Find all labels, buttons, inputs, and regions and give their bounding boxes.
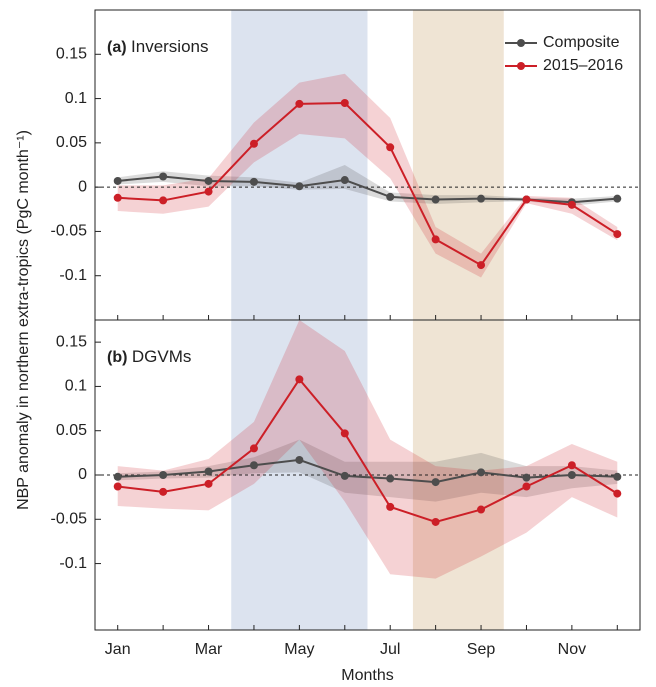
- panel-title: Inversions: [131, 37, 208, 56]
- data-point: [295, 375, 304, 384]
- data-point: [340, 471, 349, 480]
- series-line: [117, 377, 618, 523]
- data-point: [340, 429, 349, 438]
- data-point: [386, 474, 395, 483]
- legend-label: 2015–2016: [543, 57, 623, 74]
- data-point: [477, 194, 486, 203]
- y-tick-label: 0.05: [56, 422, 87, 439]
- data-point: [431, 517, 440, 526]
- y-tick-label: 0.15: [56, 46, 87, 63]
- legend-marker: [517, 62, 525, 70]
- data-point: [567, 471, 576, 479]
- data-point: [386, 143, 395, 152]
- data-point: [249, 444, 258, 453]
- legend-label: Composite: [543, 34, 620, 51]
- data-point: [613, 230, 622, 239]
- data-point: [477, 261, 486, 270]
- data-point: [431, 478, 440, 487]
- data-point: [249, 177, 258, 186]
- data-point: [295, 455, 304, 464]
- data-point: [386, 502, 395, 511]
- data-point: [431, 195, 440, 204]
- panel-label: (b) DGVMs: [107, 347, 191, 366]
- shaded-period: [412, 10, 504, 320]
- data-point: [204, 467, 213, 476]
- shaded-period: [231, 10, 368, 320]
- data-point: [113, 193, 122, 202]
- y-tick-label: -0.1: [59, 555, 87, 572]
- y-tick-label: -0.05: [51, 511, 88, 528]
- legend-marker: [517, 39, 525, 47]
- panel-label: (a) Inversions: [107, 37, 209, 56]
- y-tick-label: 0.15: [56, 333, 87, 350]
- data-point: [159, 487, 168, 496]
- series-line: [117, 101, 618, 267]
- data-point: [567, 200, 576, 209]
- data-point: [431, 235, 440, 244]
- x-tick-label: Jul: [380, 641, 400, 658]
- data-point: [113, 482, 122, 491]
- panel-title: DGVMs: [132, 347, 192, 366]
- data-point: [477, 468, 486, 477]
- x-tick-label: Jan: [105, 641, 131, 658]
- x-tick-label: Mar: [195, 641, 223, 658]
- y-tick-label: 0: [78, 466, 87, 483]
- panel-letter: (a): [107, 39, 127, 56]
- y-axis-label: NBP anomaly in northern extra-tropics (P…: [15, 130, 32, 510]
- data-point: [204, 176, 213, 185]
- y-tick-label: 0.1: [65, 90, 87, 107]
- data-point: [113, 176, 122, 185]
- data-point: [567, 461, 576, 470]
- x-tick-label: Sep: [467, 641, 496, 658]
- data-point: [522, 482, 531, 491]
- y-tick-label: 0.1: [65, 378, 87, 395]
- x-axis-label: Months: [341, 667, 393, 684]
- x-tick-label: Nov: [558, 641, 586, 658]
- y-tick-label: 0.05: [56, 134, 87, 151]
- data-point: [522, 195, 531, 204]
- panel-letter: (b): [107, 349, 127, 366]
- data-point: [295, 99, 304, 108]
- uncertainty-band: [117, 320, 618, 579]
- series-line: [117, 458, 618, 484]
- data-point: [159, 172, 168, 181]
- data-point: [249, 139, 258, 148]
- data-point: [249, 461, 258, 470]
- data-point: [386, 192, 395, 201]
- data-point: [477, 505, 486, 514]
- data-point: [204, 187, 213, 196]
- uncertainty-band: [117, 165, 618, 206]
- data-point: [522, 473, 531, 482]
- x-tick-label: May: [284, 641, 314, 658]
- data-point: [159, 471, 168, 479]
- y-tick-label: 0: [78, 178, 87, 195]
- data-point: [295, 182, 304, 191]
- uncertainty-band: [117, 73, 618, 278]
- data-point: [613, 489, 622, 498]
- data-point: [340, 99, 349, 107]
- data-point: [613, 472, 622, 481]
- y-tick-label: -0.05: [51, 223, 88, 240]
- data-point: [613, 194, 622, 203]
- data-point: [159, 196, 168, 205]
- data-point: [204, 479, 213, 488]
- data-point: [340, 176, 349, 185]
- data-point: [113, 472, 122, 481]
- shaded-period: [412, 320, 504, 630]
- y-tick-label: -0.1: [59, 267, 87, 284]
